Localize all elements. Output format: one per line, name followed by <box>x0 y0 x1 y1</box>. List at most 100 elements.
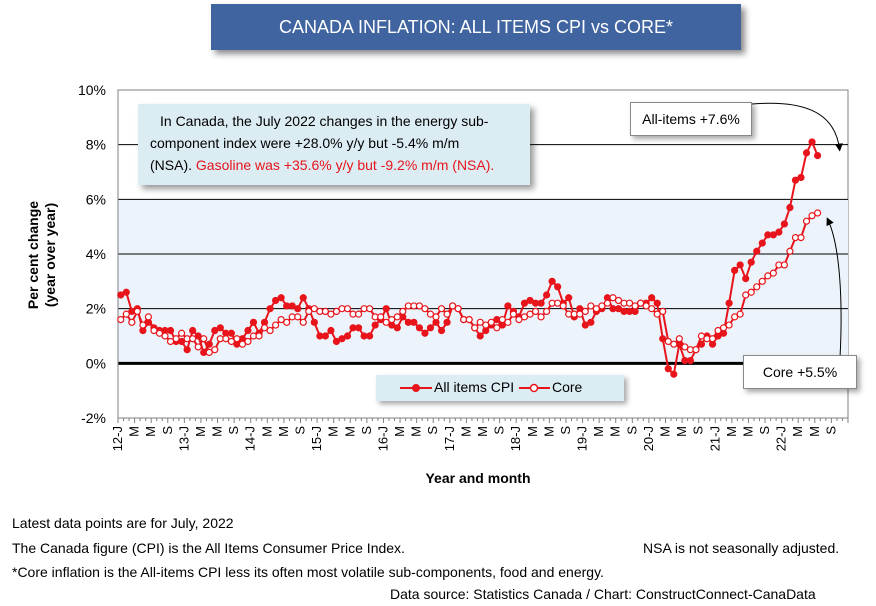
x-tick-label: S <box>293 426 308 435</box>
point-all-items <box>327 326 335 335</box>
all-items-callout: All-items +7.6% <box>630 102 752 136</box>
point-core <box>448 302 457 310</box>
point-core <box>581 307 589 315</box>
point-all-items <box>415 324 424 332</box>
point-core <box>471 324 479 332</box>
point-all-items <box>780 220 789 228</box>
annotation-line-2: component index were +28.0% y/y but -5.4… <box>150 135 460 151</box>
point-all-items <box>310 318 318 326</box>
point-core <box>260 324 269 332</box>
x-tick-label: M <box>210 426 225 437</box>
point-core <box>305 307 313 315</box>
point-all-items <box>426 324 435 332</box>
point-core <box>177 329 186 337</box>
point-all-items <box>648 294 656 302</box>
point-all-items <box>117 291 125 299</box>
point-core <box>189 335 197 343</box>
point-core <box>493 324 501 332</box>
x-tick-label: S <box>757 426 772 435</box>
point-core <box>764 272 772 280</box>
point-core <box>520 313 529 321</box>
footer-core-definition: *Core inflation is the All-items CPI les… <box>12 564 604 580</box>
point-core <box>587 302 595 310</box>
point-all-items <box>565 294 573 302</box>
point-all-items <box>802 149 811 157</box>
point-core <box>166 337 175 346</box>
point-core <box>487 318 495 326</box>
point-core <box>808 212 816 220</box>
x-tick-label: M <box>143 426 158 437</box>
point-core <box>354 310 363 318</box>
x-tick-label: 15-J <box>309 426 324 451</box>
point-core <box>366 305 374 313</box>
point-all-items <box>554 283 562 291</box>
point-all-items <box>537 299 545 307</box>
point-core <box>332 307 341 315</box>
point-core <box>742 291 750 299</box>
point-core <box>631 302 639 310</box>
point-core <box>255 332 263 340</box>
point-core <box>554 299 562 307</box>
legend-marker-core <box>529 383 539 393</box>
point-all-items <box>288 302 296 310</box>
point-core <box>277 316 285 324</box>
point-core <box>283 318 291 326</box>
point-core <box>122 310 130 318</box>
point-all-items <box>476 332 484 340</box>
point-all-items <box>443 318 451 326</box>
x-tick-label: 21-J <box>707 426 722 451</box>
point-core <box>437 305 446 313</box>
x-tick-label: 17-J <box>442 426 457 451</box>
point-core <box>238 340 247 348</box>
point-all-items <box>194 332 202 340</box>
point-core <box>393 313 401 321</box>
y-tick-label: -2% <box>81 410 106 426</box>
x-tick-label: M <box>475 426 490 437</box>
point-all-items <box>747 258 755 266</box>
x-tick-label: S <box>359 426 374 435</box>
x-tick-label: S <box>425 426 440 435</box>
point-all-items <box>393 324 401 332</box>
point-core <box>797 234 805 242</box>
point-all-items <box>437 326 446 335</box>
point-core <box>200 335 208 343</box>
point-core <box>731 313 739 321</box>
point-core <box>266 326 274 335</box>
x-tick-label: M <box>458 426 473 437</box>
x-tick-label: M <box>193 426 208 437</box>
point-core <box>526 310 534 318</box>
x-tick-label: M <box>807 426 822 437</box>
point-all-items <box>216 324 224 332</box>
point-core <box>211 346 219 354</box>
point-core <box>714 326 722 335</box>
point-core <box>299 318 307 326</box>
footer-cpi-definition: The Canada figure (CPI) is the All Items… <box>12 540 405 556</box>
point-all-items <box>366 332 374 340</box>
point-all-items <box>277 294 285 302</box>
point-core <box>653 310 661 318</box>
point-core <box>758 277 766 285</box>
point-all-items <box>808 138 816 146</box>
point-core <box>155 329 164 337</box>
point-core <box>321 307 329 315</box>
line-chart: -2%0%2%4%6%8%10% 12-J M M S 13-J M M S 14-J M M S 15… <box>25 82 849 486</box>
point-all-items <box>542 291 551 299</box>
point-all-items <box>813 152 822 160</box>
x-tick-label: 22-J <box>774 426 789 451</box>
point-all-items <box>410 318 418 326</box>
point-all-items <box>421 329 429 337</box>
point-all-items <box>659 335 667 343</box>
point-core <box>675 335 683 343</box>
x-tick-label: S <box>558 426 573 435</box>
point-core <box>708 335 717 343</box>
x-tick-label: M <box>790 426 805 437</box>
point-all-items <box>244 326 252 335</box>
point-core <box>670 340 678 348</box>
point-all-items <box>354 324 363 332</box>
point-all-items <box>736 261 744 269</box>
point-core <box>697 332 706 340</box>
point-all-items <box>504 302 512 310</box>
point-core <box>388 316 396 324</box>
point-all-items <box>614 305 623 313</box>
x-tick-label: M <box>392 426 407 437</box>
